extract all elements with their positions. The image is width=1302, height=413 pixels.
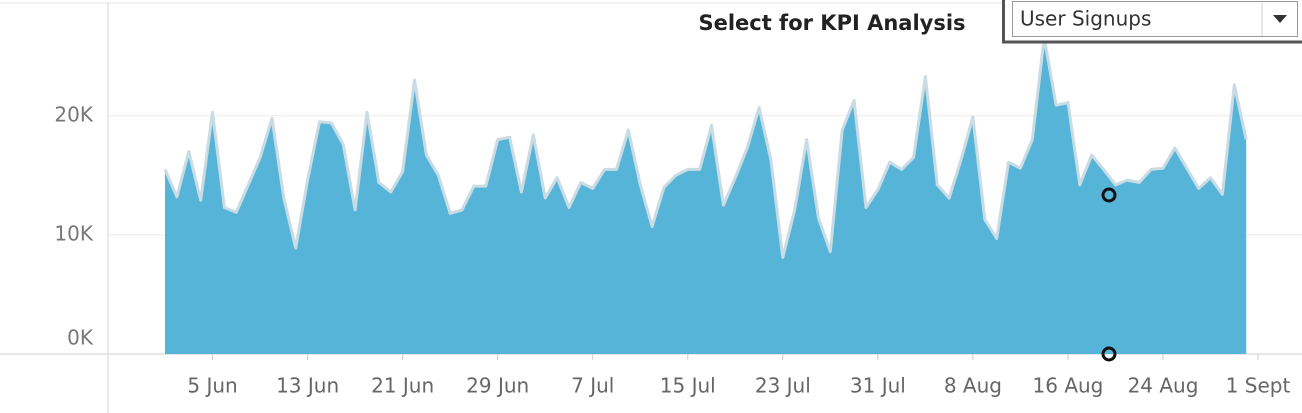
x-tick-label: 8 Aug <box>944 374 1002 398</box>
area <box>165 37 1247 354</box>
x-tick-label: 31 Jul <box>850 374 906 398</box>
x-tick-label: 15 Jul <box>660 374 716 398</box>
x-tick-label: 24 Aug <box>1128 374 1199 398</box>
y-tick-label: 20K <box>54 102 93 126</box>
dropdown-arrow[interactable] <box>1273 15 1287 23</box>
x-tick-label: 29 Jun <box>466 374 529 398</box>
chart-title: Select for KPI Analysis <box>698 11 965 35</box>
area-outline <box>163 35 1248 259</box>
x-tick-label: 7 Jul <box>571 374 614 398</box>
y-tick-label: 0K <box>67 326 94 350</box>
dropdown-value[interactable]: User Signups <box>1020 7 1151 31</box>
x-tick-label: 13 Jun <box>276 374 339 398</box>
x-tick-label: 16 Aug <box>1033 374 1104 398</box>
x-tick-label: 5 Jun <box>187 374 237 398</box>
highlight-marker <box>1101 346 1117 362</box>
x-tick-label: 1 Sept <box>1226 374 1291 398</box>
x-tick-label: 21 Jun <box>371 374 434 398</box>
x-tick-label: 23 Jul <box>755 374 811 398</box>
plot: 0K 10K 20K 5 Jun 13 Jun 21 Jun 29 Jun 7 Jul 15 J… <box>54 35 1302 398</box>
dropdown-box[interactable] <box>1012 1 1298 37</box>
highlight-marker <box>1101 187 1117 203</box>
kpi-dropdown[interactable]: User Signups <box>1002 0 1302 44</box>
y-tick-label: 10K <box>54 221 93 245</box>
